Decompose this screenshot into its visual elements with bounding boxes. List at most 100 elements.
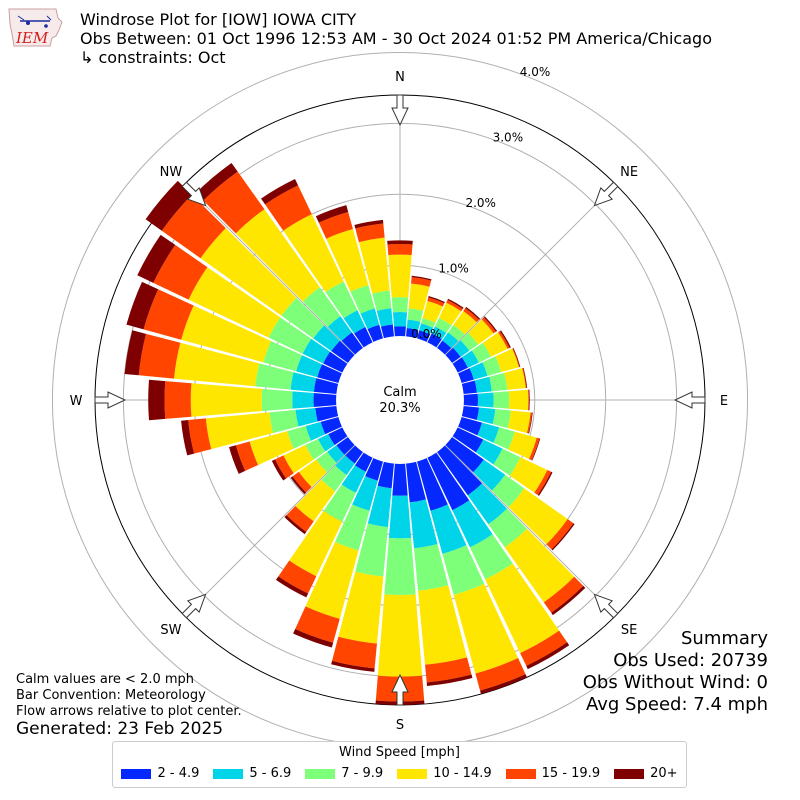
bar-segment-190-bin4 [338,571,384,644]
arrow-icon [391,94,409,127]
bar-segment-330-bin1 [354,326,373,348]
legend-label: 5 - 6.9 [249,766,292,781]
bar-segment-10-bin5 [411,277,432,287]
compass-label-nw: NW [160,165,183,180]
legend-swatch [397,768,428,779]
bar-segment-90-bin6 [528,389,530,411]
bar-segment-130-bin1 [445,436,484,473]
bar-segment-140-bin1 [436,445,483,496]
bar-segment-90-bin5 [527,389,530,411]
bar-segment-150-bin6 [526,642,570,670]
bar-segment-50-bin1 [445,347,461,364]
bar-segment-140-bin5 [543,576,584,613]
bar-segment-120-bin3 [493,448,521,476]
bar-segment-250-bin4 [249,431,294,465]
compass-arrow-sw [181,593,207,619]
bar-segment-240-bin1 [328,427,348,446]
bar-segment-340-bin3 [350,285,375,314]
bar-segment-170-bin2 [409,499,438,549]
arrow-icon [181,593,207,619]
bar-segment-20-bin4 [422,300,443,323]
compass-label-sw: SW [160,623,181,638]
notes-block: Calm values are < 2.0 mph Bar Convention… [16,672,242,720]
bar-segment-220-bin5 [286,506,314,532]
bar-segment-290-bin5 [143,289,194,340]
bar-segment-200-bin3 [335,504,370,551]
arrow-icon [181,181,207,207]
bar-segment-250-bin1 [320,416,342,435]
bar-segment-160-bin4 [453,583,519,674]
compass-label-s: S [396,718,404,733]
bar-segment-50-bin2 [453,340,470,357]
bar-segment-340-bin4 [326,229,369,292]
bar-segment-320-bin3 [302,287,341,327]
calm-label: Calm [383,385,416,400]
bar-segment-260-bin4 [205,412,274,450]
bar-segment-230-bin4 [298,459,327,488]
bar-segment-150-bin2 [452,500,493,548]
grid-spoke [183,444,356,617]
bar-segment-120-bin6 [537,471,553,496]
bar-segment-120-bin1 [452,427,484,453]
bar-segment-140-bin4 [504,528,575,603]
bar-segment-210-bin3 [323,484,356,522]
bar-segment-350-bin5 [355,223,385,243]
bar-segment-280-bin3 [255,363,294,390]
bar-segment-250-bin3 [287,425,312,449]
bar-segment-0-bin2 [392,312,408,327]
bar-segment-0-bin3 [391,297,409,313]
bar-segment-50-bin3 [460,332,479,351]
bar-segment-300-bin2 [302,338,330,364]
bar-segment-190-bin2 [367,485,392,528]
bar-segment-180-bin4 [377,594,423,677]
bar-segment-20-bin6 [428,296,445,304]
bar-segment-300-bin6 [137,234,176,283]
chart-title-block: Windrose Plot for [IOW] IOWA CITY Obs Be… [80,10,712,67]
bar-segment-160-bin3 [442,545,485,595]
calm-value: 20.3% [379,401,420,416]
bar-segment-100-bin5 [526,412,533,434]
bar-segment-140-bin3 [488,508,527,548]
radial-tick-label: 3.0% [493,130,524,144]
bar-segment-20-bin1 [416,330,431,342]
bar-segment-100-bin4 [507,410,531,434]
legend-swatch [614,768,645,779]
chart-constraints: ↳ constraints: Oct [80,48,226,67]
bar-segment-90-bin4 [508,389,529,411]
bar-segment-320-bin6 [195,162,238,201]
bar-segment-230-bin5 [292,471,312,493]
compass-arrow-n [391,94,409,127]
bar-segment-240-bin2 [317,434,335,452]
bar-segment-50-bin6 [483,316,498,332]
bar-segment-130-bin3 [491,474,525,508]
bar-segment-320-bin2 [327,316,352,341]
bar-segment-280-bin4 [174,342,260,387]
bar-segment-310-bin5 [161,194,226,259]
bar-segment-230-bin2 [327,445,345,463]
radial-tick-label: 4.0% [520,65,551,79]
summary-obs-without-wind: Obs Without Wind: 0 [582,672,768,693]
bar-segment-70-bin3 [482,356,502,376]
bar-segment-290-bin6 [126,281,159,330]
bar-segment-280-bin2 [290,372,317,392]
bar-segment-330-bin6 [261,178,299,205]
bar-segment-60-bin2 [461,350,479,368]
legend-item: 10 - 14.9 [397,766,492,781]
bar-segment-290-bin1 [317,364,342,384]
bar-segment-80-bin1 [461,380,477,394]
bar-segment-270-bin1 [313,393,337,407]
bar-segment-130-bin2 [473,459,506,491]
bar-segment-320-bin4 [235,209,320,302]
bar-segment-240-bin4 [283,445,314,474]
bar-segment-0-bin6 [387,240,413,245]
bar-segment-130-bin5 [546,519,574,550]
bar-segment-170-bin1 [406,461,426,503]
bar-segment-210-bin6 [275,576,309,598]
bar-segment-310-bin3 [281,297,325,339]
compass-arrow-s [391,673,409,706]
bar-segment-170-bin6 [426,674,473,686]
bar-segment-80-bin3 [489,372,508,392]
bar-segment-80-bin2 [474,376,492,393]
bar-segment-80-bin6 [522,367,528,389]
bar-segment-270-bin3 [261,388,293,412]
